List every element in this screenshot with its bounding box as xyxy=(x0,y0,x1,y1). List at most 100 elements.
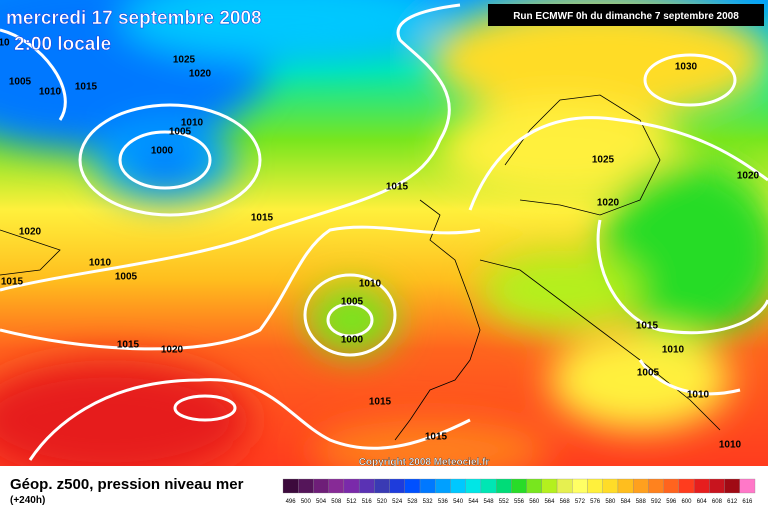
scale-swatch xyxy=(298,478,314,494)
footer-title: Géop. z500, pression niveau mer xyxy=(10,476,244,493)
scale-label: 604 xyxy=(697,499,708,505)
isobar-label: 1010 xyxy=(39,87,62,98)
scale-swatch xyxy=(480,478,497,494)
scale-label: 560 xyxy=(529,499,540,505)
scale-swatch xyxy=(648,478,664,494)
color-scale: 496 500 504 508 512 516 520 524 528 532 536 540 544 5… xyxy=(282,478,756,505)
scale-label: 588 xyxy=(636,499,647,505)
scale-swatch xyxy=(419,478,436,494)
scale-swatch xyxy=(739,478,756,494)
isobar-label: 1015 xyxy=(1,277,24,288)
scale-swatch xyxy=(496,478,512,494)
isobar-label: 1020 xyxy=(737,171,760,182)
isobar-label: 1010 xyxy=(662,345,685,356)
scale-swatch xyxy=(556,478,573,494)
scale-label: 512 xyxy=(347,499,358,505)
scale-swatch xyxy=(602,478,619,494)
scale-label: 600 xyxy=(681,499,692,505)
isobar-label: 1010 xyxy=(687,390,710,401)
scale-swatch xyxy=(724,478,740,494)
scale-label: 572 xyxy=(575,499,586,505)
scale-label: 556 xyxy=(514,499,525,505)
scale-swatch xyxy=(313,478,329,494)
isobar-label: 1015 xyxy=(636,321,659,332)
scale-label: 516 xyxy=(362,499,373,505)
scale-label: 508 xyxy=(331,499,342,505)
isobar-label: 1015 xyxy=(425,432,448,443)
scale-label: 596 xyxy=(666,499,677,505)
run-info: Run ECMWF 0h du dimanche 7 septembre 200… xyxy=(513,11,739,22)
scale-swatch xyxy=(663,478,680,494)
isobar-label: 1015 xyxy=(75,82,98,93)
scale-swatch xyxy=(587,478,603,494)
isobar-label: 1000 xyxy=(341,335,364,346)
scale-label: 540 xyxy=(453,499,464,505)
scale-label: 520 xyxy=(377,499,388,505)
scale-swatch xyxy=(526,478,542,494)
map-date: mercredi 17 septembre 2008 xyxy=(6,8,262,29)
scale-swatch xyxy=(282,478,299,494)
scale-swatch xyxy=(404,478,421,494)
scale-swatch xyxy=(678,478,695,494)
scale-swatch xyxy=(709,478,725,494)
scale-swatch xyxy=(465,478,482,494)
scale-swatch xyxy=(343,478,360,494)
scale-label: 524 xyxy=(392,499,403,505)
copyright: Copyright 2008 Meteociel.fr xyxy=(359,457,490,468)
scale-label: 528 xyxy=(407,499,418,505)
isobar-label: 10 xyxy=(0,38,10,49)
scale-label: 552 xyxy=(499,499,510,505)
scale-label: 536 xyxy=(438,499,449,505)
scale-label: 592 xyxy=(651,499,662,505)
scale-swatch xyxy=(617,478,634,494)
scale-swatch xyxy=(511,478,527,494)
scale-swatch xyxy=(693,478,710,494)
scale-swatch xyxy=(435,478,451,494)
isobar-label: 1020 xyxy=(19,227,42,238)
scale-label: 564 xyxy=(544,499,555,505)
isobar-label: 1010 xyxy=(719,440,742,451)
scale-swatch xyxy=(572,478,588,494)
scale-label: 616 xyxy=(742,499,753,505)
isobar-label: 1015 xyxy=(369,397,392,408)
scale-label: 532 xyxy=(423,499,434,505)
isobar-label: 1025 xyxy=(592,155,615,166)
isobar-label: 1015 xyxy=(117,340,140,351)
isobar-label: 1010 xyxy=(89,258,112,269)
scale-label: 576 xyxy=(590,499,601,505)
scale-label: 544 xyxy=(468,499,479,505)
scale-label: 504 xyxy=(316,499,327,505)
isobar-label: 1015 xyxy=(251,213,274,224)
run-box xyxy=(488,4,764,26)
scale-label: 612 xyxy=(727,499,738,505)
scale-swatch xyxy=(389,478,405,494)
scale-swatch xyxy=(328,478,345,494)
isobar-label: 1005 xyxy=(169,127,192,138)
scale-swatch xyxy=(541,478,558,494)
isobar-label: 1005 xyxy=(341,297,364,308)
isobar-label: 1005 xyxy=(637,368,660,379)
scale-swatch xyxy=(374,478,390,494)
isobar-label: 1020 xyxy=(161,345,184,356)
isobar-label: 1005 xyxy=(115,272,138,283)
scale-swatch xyxy=(450,478,466,494)
map-time: 2:00 locale xyxy=(14,34,111,55)
isobar-label: 1025 xyxy=(173,55,196,66)
scale-label: 584 xyxy=(621,499,632,505)
footer-subtitle: (+240h) xyxy=(10,495,45,506)
isobar-label: 1000 xyxy=(151,146,174,157)
isobar-label: 1020 xyxy=(597,198,620,209)
isobar-label: 1030 xyxy=(675,62,698,73)
scale-label: 568 xyxy=(560,499,571,505)
scale-swatch xyxy=(633,478,649,494)
isobar-label: 1010 xyxy=(181,118,204,129)
isobars xyxy=(0,3,768,461)
isobar-label: 1010 xyxy=(359,279,382,290)
scale-label: 496 xyxy=(286,499,297,505)
scale-swatch xyxy=(358,478,375,494)
isobar-label: 1015 xyxy=(386,182,409,193)
scale-label: 608 xyxy=(712,499,723,505)
